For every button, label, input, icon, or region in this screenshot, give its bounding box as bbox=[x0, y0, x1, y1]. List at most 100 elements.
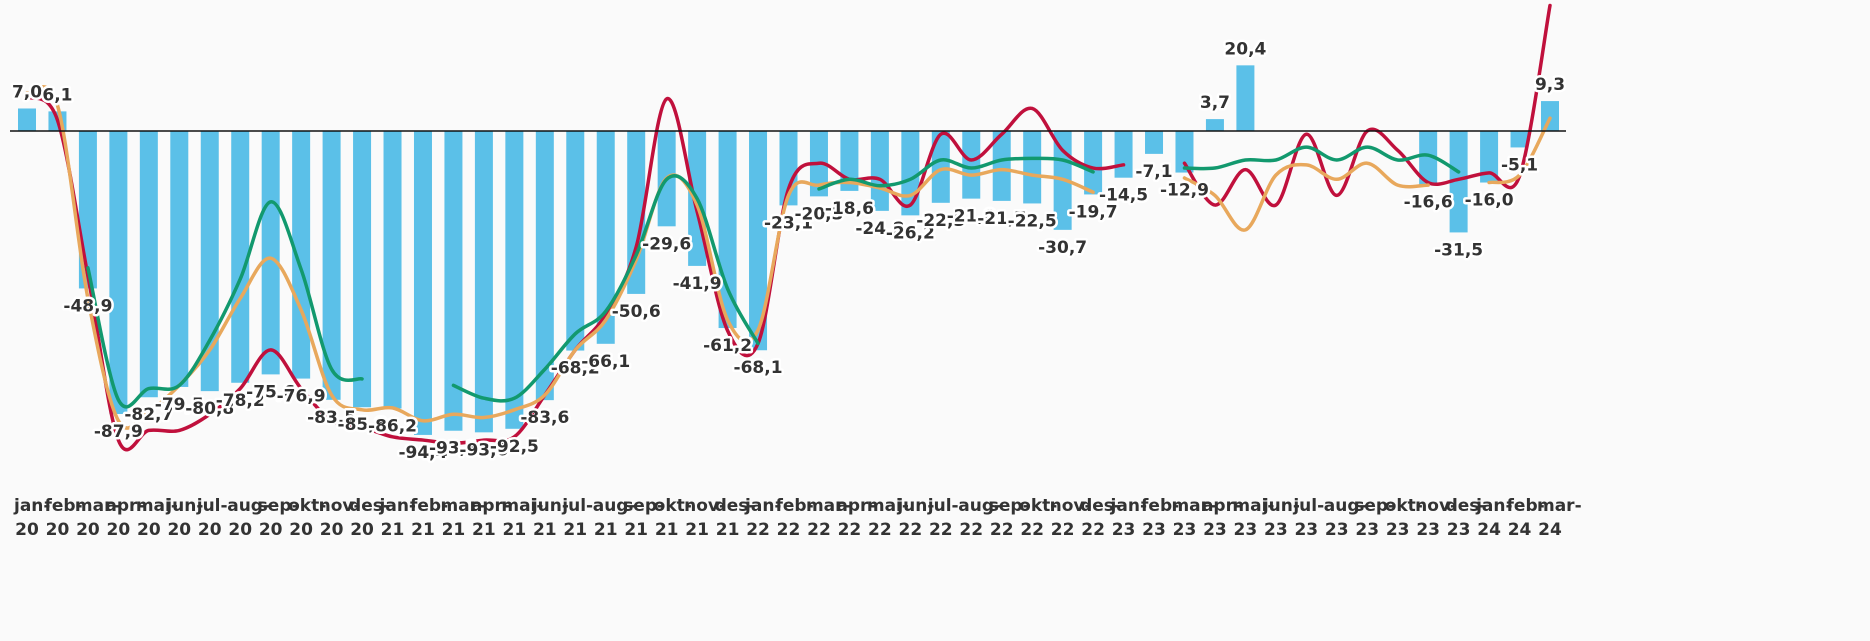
bar bbox=[109, 131, 128, 414]
x-tick-label: sep-23 bbox=[1354, 496, 1396, 540]
bar bbox=[749, 131, 768, 351]
x-tick-label: mar-22 bbox=[805, 496, 851, 540]
data-label: -21,0 bbox=[947, 207, 996, 227]
x-tick-label: apr-23 bbox=[1201, 496, 1242, 540]
data-label: -26,2 bbox=[886, 223, 935, 243]
x-tick-label: aug-23 bbox=[1323, 496, 1367, 540]
x-tick-label: mai-20 bbox=[135, 496, 178, 540]
data-label: -48,9 bbox=[63, 296, 112, 316]
bar bbox=[1541, 101, 1559, 132]
x-tick-label: jul-20 bbox=[196, 496, 228, 540]
x-tick-label: apr-21 bbox=[470, 496, 510, 540]
x-tick-label: jan-20 bbox=[14, 496, 51, 540]
bar bbox=[1114, 131, 1133, 178]
x-tick-label: des-22 bbox=[1080, 496, 1121, 540]
x-tick-label: jun-21 bbox=[531, 496, 569, 540]
data-label: -22,3 bbox=[916, 211, 965, 231]
bar bbox=[1236, 65, 1255, 132]
data-label: -20,3 bbox=[794, 204, 843, 224]
x-tick-label: sep-21 bbox=[623, 496, 665, 540]
x-tick-label: des-20 bbox=[349, 496, 390, 540]
x-tick-label: jun-20 bbox=[166, 496, 204, 540]
data-label: -68,1 bbox=[734, 358, 783, 378]
x-tick-label: feb-23 bbox=[1141, 496, 1180, 540]
data-label: -79,5 bbox=[155, 395, 204, 415]
data-label: -16,6 bbox=[1404, 192, 1453, 212]
x-tick-label: okt-23 bbox=[1384, 496, 1423, 540]
bar bbox=[596, 131, 615, 344]
data-label: -83,6 bbox=[520, 408, 569, 428]
bars bbox=[18, 65, 1559, 435]
data-label: -87,9 bbox=[94, 422, 143, 442]
bar bbox=[353, 131, 372, 408]
data-label: -61,2 bbox=[703, 336, 752, 356]
x-tick-label: feb-22 bbox=[775, 496, 814, 540]
x-tick-label: feb-20 bbox=[44, 496, 83, 540]
data-label: -93,1 bbox=[429, 439, 478, 459]
x-tick-label: nov-21 bbox=[684, 496, 727, 540]
data-label: -5,1 bbox=[1501, 155, 1538, 175]
bar bbox=[322, 131, 341, 400]
x-tick-label: jan-21 bbox=[379, 496, 416, 540]
bar bbox=[444, 131, 463, 431]
data-label: -92,5 bbox=[490, 437, 539, 457]
x-tick-label: des-23 bbox=[1445, 496, 1487, 540]
bar bbox=[1449, 131, 1468, 233]
x-tick-label: mai-23 bbox=[1232, 496, 1275, 540]
data-labels: 7,0 6,1 -48,9 -87,9-82,7-79,5-80,8-78,2-75,… bbox=[9, 37, 1567, 466]
data-label: -22,5 bbox=[1008, 211, 1057, 231]
data-label: -78,2 bbox=[216, 391, 265, 411]
data-label: 6,1 bbox=[42, 85, 72, 105]
data-label: -68,2 bbox=[551, 359, 600, 379]
x-tick-label: jan-22 bbox=[745, 496, 782, 540]
data-label: 7,0 bbox=[12, 82, 42, 102]
x-tick-label: okt-22 bbox=[1019, 496, 1058, 540]
x-tick-label: apr-22 bbox=[836, 496, 876, 540]
bar bbox=[261, 131, 280, 375]
x-tick-label: jun-23 bbox=[1262, 496, 1300, 540]
bar bbox=[1510, 131, 1529, 148]
bar bbox=[962, 131, 981, 199]
x-tick-label: mar-23 bbox=[1171, 496, 1217, 540]
bar bbox=[18, 108, 36, 132]
data-label: -93,6 bbox=[459, 440, 508, 460]
data-label: -23,1 bbox=[764, 213, 813, 233]
data-label: 20,4 bbox=[1224, 39, 1266, 59]
x-tick-label: jul-22 bbox=[927, 496, 959, 540]
x-tick-label: okt-21 bbox=[653, 496, 692, 540]
x-tick-label: jul-21 bbox=[562, 496, 594, 540]
bar bbox=[931, 131, 950, 203]
x-tick-label: okt-20 bbox=[288, 496, 327, 540]
data-label: -30,7 bbox=[1038, 238, 1087, 258]
x-tick-label: feb-24 bbox=[1506, 496, 1545, 540]
data-label: -16,0 bbox=[1465, 191, 1514, 211]
x-tick-label: sep-20 bbox=[257, 496, 299, 540]
bar bbox=[535, 131, 554, 401]
bar bbox=[992, 131, 1011, 201]
bar bbox=[1205, 119, 1224, 132]
x-tick-label: jan-23 bbox=[1110, 496, 1148, 540]
data-label: -19,7 bbox=[1069, 202, 1118, 222]
data-label: -80,8 bbox=[185, 399, 234, 419]
bar bbox=[627, 131, 646, 294]
data-label: -85,8 bbox=[338, 415, 387, 435]
bar bbox=[1084, 131, 1103, 195]
x-tick-label: des-21 bbox=[714, 496, 756, 540]
bar bbox=[1419, 131, 1438, 185]
data-label: -94,4 bbox=[398, 443, 447, 463]
data-label: -86,2 bbox=[368, 417, 417, 437]
bar bbox=[200, 131, 219, 392]
x-tick-label: mar-21 bbox=[440, 496, 486, 540]
x-tick-label: aug-22 bbox=[958, 496, 1002, 540]
data-label: -29,6 bbox=[642, 234, 691, 254]
data-label: -24,8 bbox=[855, 219, 904, 239]
bar bbox=[505, 131, 524, 429]
data-label: -83,5 bbox=[307, 408, 356, 428]
x-tick-label: apr-20 bbox=[105, 496, 145, 540]
data-label: -41,9 bbox=[673, 274, 722, 294]
bar bbox=[1145, 131, 1164, 154]
data-label: -21,7 bbox=[977, 209, 1026, 229]
data-label: -76,9 bbox=[277, 387, 326, 407]
bar bbox=[566, 131, 585, 351]
